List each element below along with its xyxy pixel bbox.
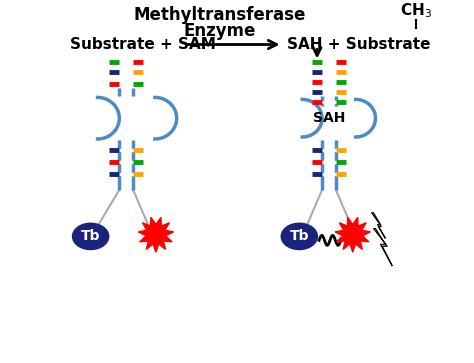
Polygon shape — [372, 213, 385, 238]
Text: SAH + Substrate: SAH + Substrate — [287, 37, 431, 52]
Text: Methyltransferase: Methyltransferase — [134, 6, 306, 24]
Text: Substrate + SAM: Substrate + SAM — [70, 37, 216, 52]
Polygon shape — [138, 217, 173, 252]
Polygon shape — [374, 228, 392, 266]
Polygon shape — [335, 217, 370, 252]
Text: Enzyme: Enzyme — [184, 22, 256, 40]
Text: Tb: Tb — [290, 229, 309, 244]
Text: CH$_3$: CH$_3$ — [400, 1, 432, 20]
Ellipse shape — [72, 223, 109, 250]
Ellipse shape — [281, 223, 318, 250]
Text: SAH: SAH — [313, 111, 345, 125]
Text: Tb: Tb — [81, 229, 100, 244]
